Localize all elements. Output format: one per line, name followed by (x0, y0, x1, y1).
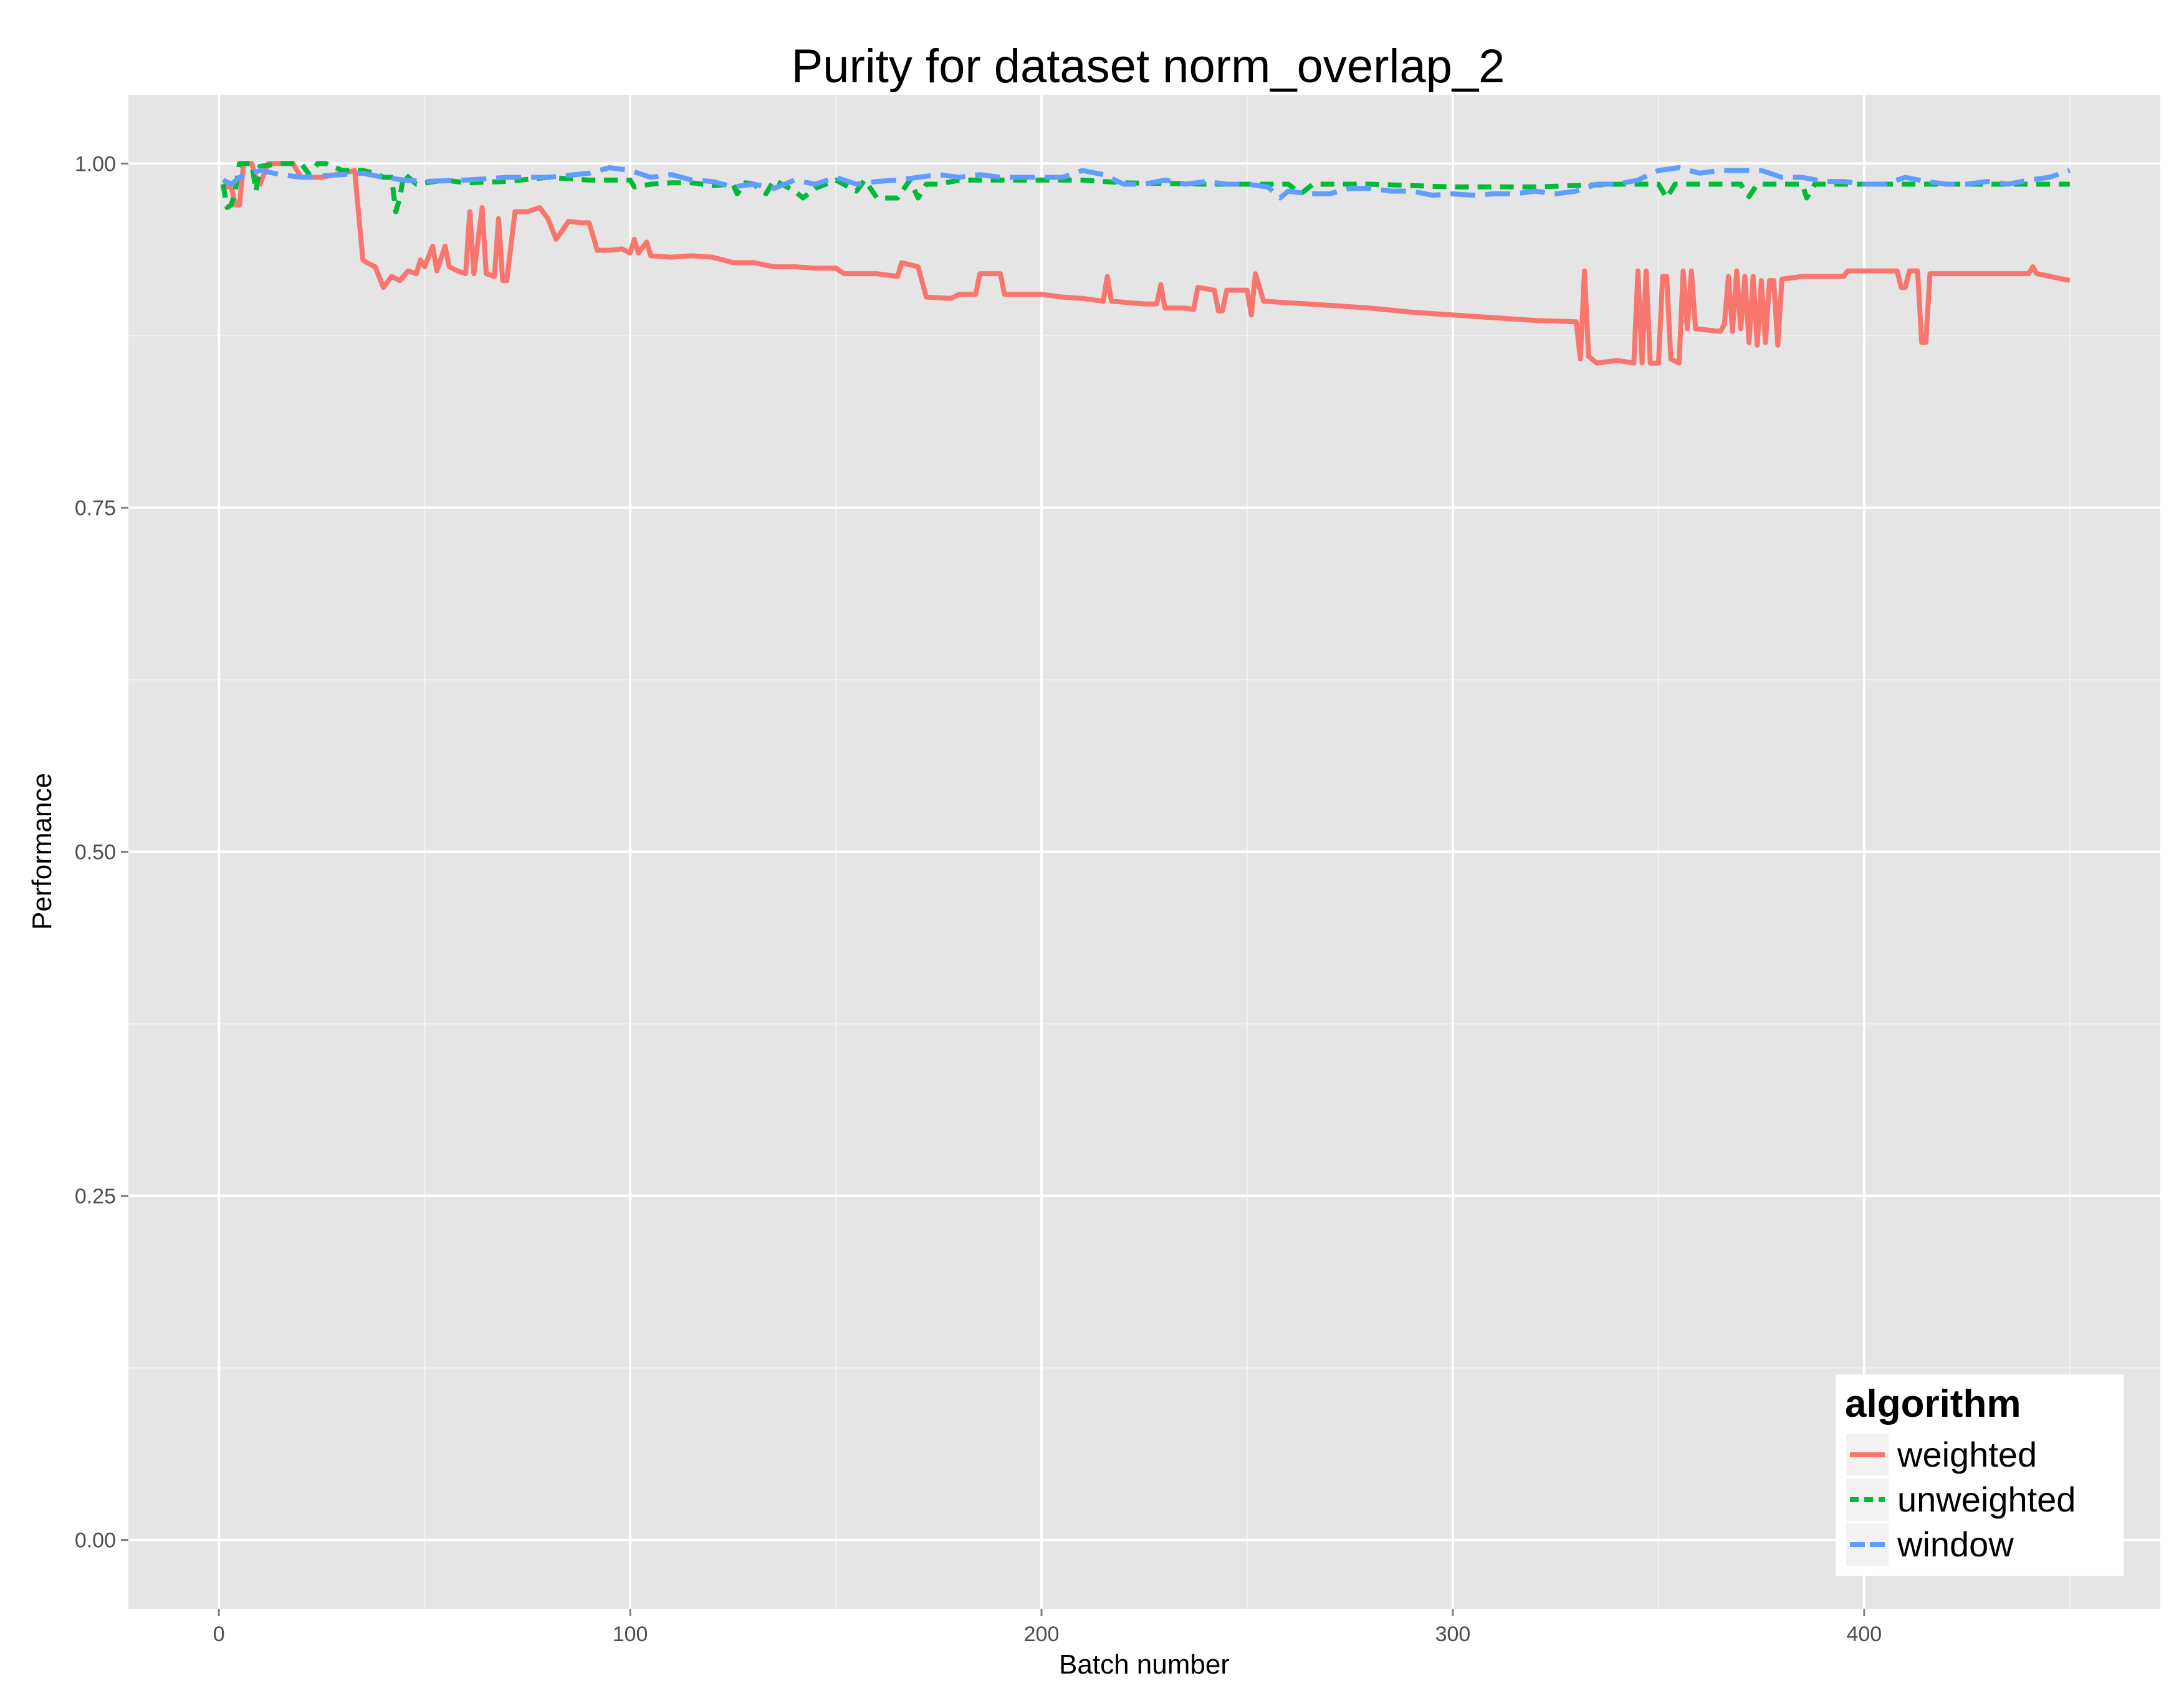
y-axis-title: Performance (27, 773, 57, 930)
legend-label-window: window (1897, 1525, 2014, 1564)
x-tick-label: 0 (213, 1622, 225, 1646)
series-line-unweighted (220, 161, 2070, 214)
y-tick-label: 0.00 (75, 1529, 116, 1553)
chart-title: Purity for dataset norm_overlap_2 (792, 40, 1505, 93)
x-tick-label: 200 (1024, 1622, 1060, 1646)
series-line-weighted (221, 161, 2071, 366)
series-lines (220, 161, 2071, 366)
legend-title: algorithm (1845, 1382, 2021, 1425)
x-axis-title: Batch number (1059, 1649, 1230, 1680)
x-tick-label: 300 (1435, 1622, 1471, 1646)
y-tick-label: 1.00 (75, 152, 116, 176)
y-tick-label: 0.25 (75, 1185, 116, 1209)
y-tick-label: 0.75 (75, 496, 116, 520)
legend: algorithm weighted unweighted window (1836, 1374, 2124, 1576)
major-gridlines (128, 95, 2160, 1609)
x-tick-label: 400 (1846, 1622, 1882, 1646)
legend-label-unweighted: unweighted (1897, 1480, 2076, 1519)
legend-label-weighted: weighted (1897, 1435, 2037, 1474)
y-tick-label: 0.50 (75, 841, 116, 865)
series-line-window (222, 165, 2071, 201)
minor-gridlines (128, 95, 2160, 1609)
x-tick-label: 100 (613, 1622, 648, 1646)
y-axis: 0.00 0.25 0.50 0.75 1.00 (75, 152, 128, 1553)
x-axis: 0 100 200 300 400 (213, 1609, 1882, 1646)
legend-items: weighted unweighted window (1846, 1434, 2076, 1566)
